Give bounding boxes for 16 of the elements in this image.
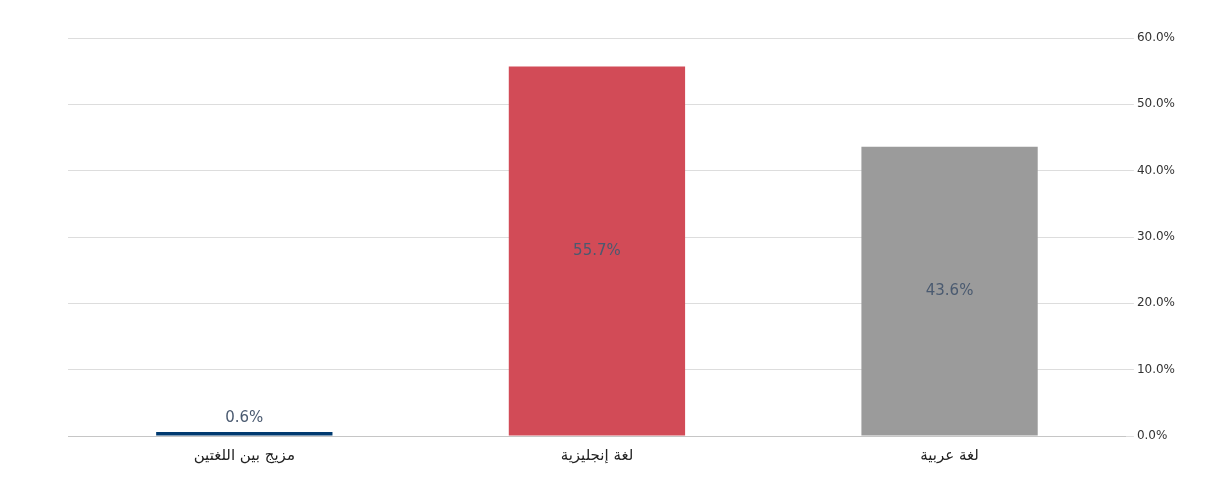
x-tick-label: لغة إنجليزية	[560, 445, 634, 464]
bar	[861, 146, 1038, 436]
y-tick-label: 60.0%	[1136, 30, 1175, 45]
x-tick-label: مزيج بين اللغتين	[193, 445, 295, 464]
y-tick-label: 50.0%	[1136, 96, 1175, 111]
x-tick-label: لغة عربية	[920, 445, 979, 464]
y-tick-label: 30.0%	[1136, 229, 1175, 244]
y-tick-label: 40.0%	[1136, 162, 1175, 177]
y-tick-label: 0.0%	[1136, 428, 1168, 443]
data-label: 55.7%	[573, 240, 621, 259]
y-tick-label: 10.0%	[1136, 361, 1175, 376]
data-label: 0.6%	[225, 407, 264, 426]
bar	[156, 432, 333, 436]
y-tick-label: 20.0%	[1136, 295, 1175, 310]
data-label: 43.6%	[925, 281, 974, 300]
bar	[508, 66, 686, 436]
